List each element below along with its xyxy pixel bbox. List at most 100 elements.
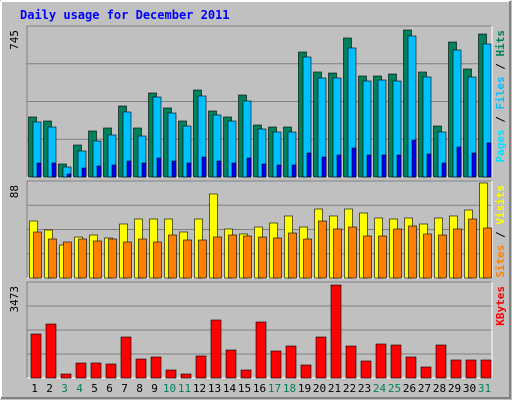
y-axis-max-label: 745 <box>8 30 21 50</box>
bar-sites-day-6 <box>108 238 117 279</box>
x-tick-label-day-5: 5 <box>91 382 98 395</box>
bar-kbytes-day-3 <box>60 373 72 379</box>
panel-1: 745 Pages / Files / Hits <box>8 25 507 178</box>
bar-pages-day-22 <box>351 147 357 178</box>
series-pages <box>36 139 492 178</box>
x-tick-label-day-30: 30 <box>463 382 476 395</box>
series-legend: Pages / Files / Hits <box>494 30 507 163</box>
bar-pages-day-13 <box>216 160 222 178</box>
bar-pages-day-2 <box>51 162 57 178</box>
x-axis-tick-labels: 1 2 3 4 5 6 7 8 9 10 11 12 13 14 15 16 17 18 19 20 21 22 23 24 2… <box>31 382 491 395</box>
x-tick-label-day-22: 22 <box>343 382 356 395</box>
x-tick-label-day-15: 15 <box>238 382 251 395</box>
bar-pages-day-31 <box>486 142 492 178</box>
series-kbytes <box>30 284 492 379</box>
bar-kbytes-day-9 <box>150 356 162 379</box>
bar-kbytes-day-30 <box>465 359 477 379</box>
x-tick-label-day-9: 9 <box>151 382 158 395</box>
x-tick-label-day-1: 1 <box>31 382 38 395</box>
x-tick-label-day-26: 26 <box>403 382 416 395</box>
bar-sites-day-12 <box>198 239 207 279</box>
x-tick-label-day-20: 20 <box>313 382 326 395</box>
bar-kbytes-day-11 <box>180 373 192 379</box>
bar-kbytes-day-6 <box>105 363 117 379</box>
bar-kbytes-day-18 <box>285 345 297 379</box>
bar-pages-day-24 <box>381 154 387 178</box>
legend-entry-hits: Hits <box>494 30 507 57</box>
bar-pages-day-3 <box>66 173 72 178</box>
bar-sites-day-23 <box>363 235 372 279</box>
bar-kbytes-day-22 <box>345 345 357 379</box>
series-files <box>32 35 492 178</box>
bar-pages-day-9 <box>156 157 162 178</box>
bar-pages-day-25 <box>396 154 402 178</box>
bar-kbytes-day-10 <box>165 369 177 379</box>
bar-sites-day-2 <box>48 238 57 279</box>
bar-sites-day-29 <box>453 228 462 279</box>
series-sites <box>33 218 492 279</box>
bar-pages-day-26 <box>411 139 417 178</box>
bar-sites-day-20 <box>318 220 327 279</box>
bar-kbytes-day-26 <box>405 356 417 379</box>
bar-kbytes-day-13 <box>210 319 222 379</box>
x-tick-label-day-6: 6 <box>106 382 113 395</box>
bar-pages-day-23 <box>366 154 372 178</box>
bar-sites-day-15 <box>243 235 252 279</box>
x-tick-label-day-11: 11 <box>178 382 191 395</box>
bar-pages-day-19 <box>306 152 312 178</box>
bar-pages-day-4 <box>81 167 87 178</box>
legend-entry-visits: Visits <box>494 185 507 225</box>
bar-sites-day-30 <box>468 218 477 279</box>
bar-pages-day-15 <box>246 157 252 178</box>
bar-sites-day-9 <box>153 241 162 279</box>
bar-kbytes-day-23 <box>360 360 372 379</box>
x-tick-label-day-14: 14 <box>223 382 237 395</box>
x-tick-label-day-17: 17 <box>268 382 281 395</box>
bar-pages-day-14 <box>231 162 237 178</box>
x-tick-label-day-31: 31 <box>478 382 491 395</box>
bar-kbytes-day-12 <box>195 355 207 379</box>
x-tick-label-day-16: 16 <box>253 382 266 395</box>
bar-pages-day-12 <box>201 156 207 178</box>
bar-kbytes-day-4 <box>75 362 87 379</box>
bar-sites-day-4 <box>78 238 87 279</box>
legend-separator: / <box>494 225 507 245</box>
legend-entry-files: Files <box>494 76 507 109</box>
x-tick-label-day-27: 27 <box>418 382 431 395</box>
bar-kbytes-day-14 <box>225 349 237 379</box>
chart-panels: 745 Pages / Files / Hits 88 Sites / Visits 3… <box>8 25 507 379</box>
bar-pages-day-20 <box>321 156 327 178</box>
series-legend: KBytes <box>494 286 507 326</box>
bar-kbytes-day-7 <box>120 336 132 379</box>
x-tick-label-day-8: 8 <box>136 382 143 395</box>
bar-sites-day-19 <box>303 238 312 279</box>
bar-pages-day-30 <box>471 152 477 178</box>
bar-sites-day-7 <box>123 241 132 279</box>
bar-sites-day-22 <box>348 226 357 279</box>
bar-pages-day-21 <box>336 154 342 178</box>
series-legend: Sites / Visits <box>494 185 507 278</box>
bar-kbytes-day-5 <box>90 362 102 379</box>
bar-sites-day-11 <box>183 239 192 279</box>
bar-pages-day-29 <box>456 146 462 178</box>
x-tick-label-day-4: 4 <box>76 382 83 395</box>
bar-sites-day-21 <box>333 228 342 279</box>
bar-sites-day-31 <box>483 227 492 279</box>
bar-kbytes-day-15 <box>240 369 252 379</box>
bar-sites-day-14 <box>228 234 237 279</box>
bar-kbytes-day-27 <box>420 366 432 379</box>
bar-pages-day-5 <box>96 165 102 178</box>
bar-kbytes-day-8 <box>135 358 147 379</box>
bar-kbytes-day-19 <box>300 364 312 379</box>
legend-separator: / <box>494 110 507 130</box>
x-tick-label-day-13: 13 <box>208 382 221 395</box>
bar-kbytes-day-1 <box>30 333 42 379</box>
x-tick-label-day-23: 23 <box>358 382 371 395</box>
bar-pages-day-10 <box>171 160 177 178</box>
bar-kbytes-day-29 <box>450 359 462 379</box>
x-tick-label-day-19: 19 <box>298 382 311 395</box>
x-tick-label-day-25: 25 <box>388 382 401 395</box>
bar-sites-day-24 <box>378 235 387 279</box>
bar-sites-day-26 <box>408 225 417 279</box>
